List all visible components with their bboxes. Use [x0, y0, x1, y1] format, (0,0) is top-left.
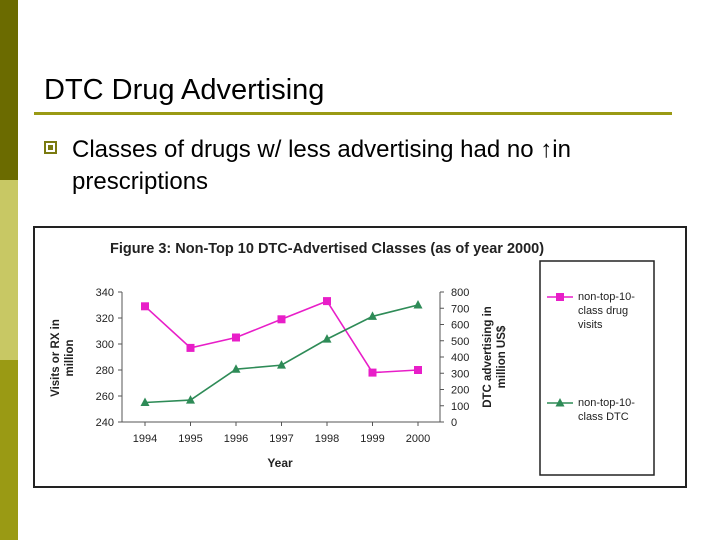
y2-axis-label-line2: million US$ — [496, 325, 508, 388]
y-tick-label: 260 — [96, 391, 114, 403]
data-point-visits — [232, 333, 240, 342]
y2-axis-label: DTC advertising in — [482, 306, 494, 408]
legend-marker — [556, 293, 564, 301]
data-point-visits — [141, 302, 149, 311]
chart-title: Figure 3: Non-Top 10 DTC-Advertised Clas… — [110, 241, 544, 257]
data-point-dtc — [277, 360, 286, 369]
data-point-dtc — [186, 395, 195, 404]
accent-bar-middle — [0, 180, 18, 360]
x-tick-label: 1996 — [224, 433, 248, 445]
y2-tick-label: 500 — [451, 336, 469, 348]
x-tick-label: 1995 — [178, 433, 202, 445]
bullet-text: Classes of drugs w/ less advertising had… — [72, 136, 571, 195]
line-chart: Figure 3: Non-Top 10 DTC-Advertised Clas… — [50, 241, 655, 476]
y2-tick-label: 700 — [451, 303, 469, 315]
x-tick-label: 1998 — [315, 433, 339, 445]
accent-bar-bottom — [0, 360, 18, 540]
data-point-dtc — [368, 311, 377, 320]
y-tick-label: 240 — [96, 417, 114, 429]
legend-marker — [555, 398, 565, 407]
legend-label: non-top-10-class drug visits — [578, 291, 635, 331]
x-axis-label: Year — [267, 456, 293, 470]
slide-title: DTC Drug Advertising — [44, 74, 325, 106]
y-tick-label: 300 — [96, 339, 114, 351]
data-point-visits — [414, 366, 422, 374]
x-tick-label: 1994 — [133, 433, 157, 445]
chart-figure: Figure 3: Non-Top 10 DTC-Advertised Clas… — [33, 226, 687, 488]
data-point-visits — [368, 368, 377, 377]
y-tick-label: 340 — [96, 287, 114, 299]
x-tick-label: 1997 — [269, 433, 293, 445]
y2-tick-label: 0 — [451, 417, 457, 429]
accent-bar-top — [0, 0, 18, 180]
data-point-dtc — [231, 364, 241, 373]
title-underline — [34, 112, 672, 115]
y2-tick-label: 600 — [451, 320, 469, 332]
data-point-visits — [323, 297, 331, 306]
y2-tick-label: 300 — [451, 368, 469, 380]
data-point-dtc — [322, 334, 332, 343]
x-tick-label: 2000 — [406, 433, 430, 445]
y-tick-label: 280 — [96, 365, 114, 377]
data-point-dtc — [413, 300, 423, 309]
bullet-icon — [44, 141, 57, 154]
y-axis-label: Visits or RX in — [50, 319, 62, 397]
data-point-dtc — [140, 397, 150, 406]
y-axis-label-line2: million — [64, 339, 76, 376]
y2-tick-label: 400 — [451, 352, 469, 364]
x-tick-label: 1999 — [360, 433, 384, 445]
y2-tick-label: 100 — [451, 401, 469, 413]
y2-tick-label: 800 — [451, 287, 469, 299]
data-point-visits — [186, 343, 195, 352]
legend-label: non-top-10-class DTC — [578, 397, 635, 423]
data-point-visits — [277, 315, 286, 324]
y2-tick-label: 200 — [451, 385, 469, 397]
y-tick-label: 320 — [96, 313, 114, 325]
